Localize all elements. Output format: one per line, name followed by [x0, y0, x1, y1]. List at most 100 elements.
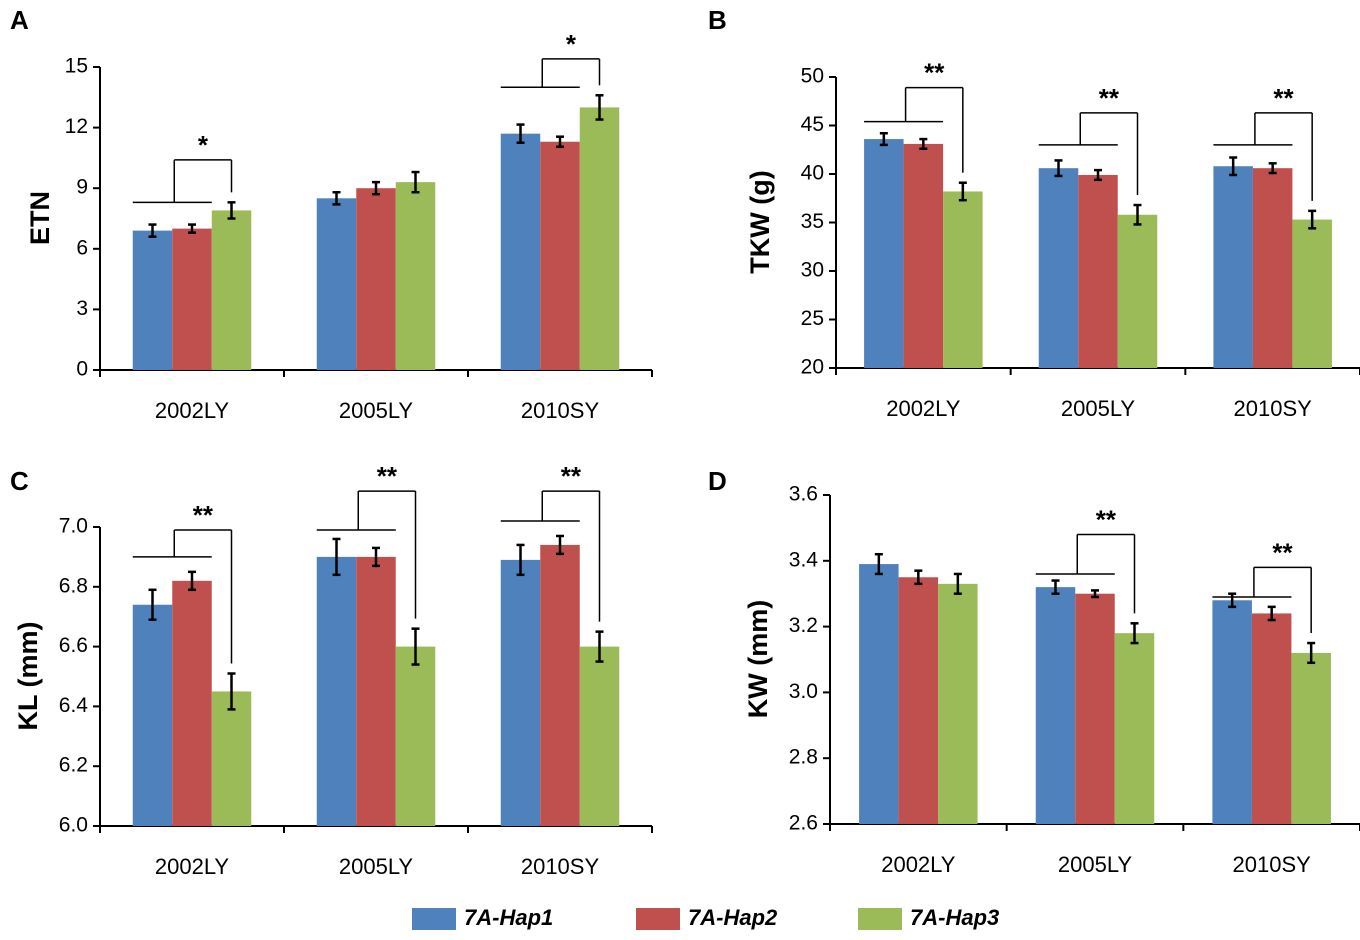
- bar-7a-hap1: [864, 139, 904, 368]
- x-category-label: 2002LY: [155, 854, 230, 879]
- error-bar: [595, 630, 604, 663]
- panel-d: D KW (mm) 2.6 2.8 3.0 3.2 3.4 3.6 2002LY 2005LY 20…: [708, 466, 1360, 877]
- y-tick-label: 25: [801, 307, 824, 330]
- x-category-label: 2010SY: [1233, 852, 1312, 877]
- error-bar: [188, 223, 196, 234]
- y-axis-label: TKW (g): [745, 170, 775, 273]
- significance-label: **: [1096, 504, 1117, 534]
- significance-bracket: [1212, 566, 1312, 634]
- error-bar: [919, 137, 928, 151]
- x-category-label: 2002LY: [155, 398, 230, 423]
- bar-7a-hap3: [579, 646, 620, 826]
- y-tick-label: 30: [801, 259, 824, 282]
- significance-bracket: [1035, 533, 1136, 614]
- error-bar: [227, 201, 236, 220]
- significance-bracket: [132, 159, 233, 204]
- error-bar: [516, 543, 525, 577]
- x-category-label: 2005LY: [339, 854, 414, 879]
- y-tick-label: 6.8: [59, 574, 88, 597]
- bar-7a-hap2: [172, 580, 212, 826]
- bar-7a-hap2: [1078, 174, 1118, 368]
- y-tick-label: 20: [801, 356, 824, 379]
- legend-item: 7A-Hap2: [636, 905, 778, 930]
- panel-letter: A: [10, 5, 29, 35]
- y-axis-label: KW (mm): [743, 600, 773, 718]
- x-category-label: 2005LY: [339, 398, 414, 423]
- error-bar: [516, 123, 525, 144]
- y-tick-label: 12: [65, 115, 88, 138]
- error-bar: [188, 570, 196, 592]
- bar-7a-hap1: [132, 230, 173, 370]
- y-tick-label: 6.4: [59, 694, 89, 717]
- significance-bracket: [500, 58, 601, 88]
- bar-7a-hap1: [1038, 168, 1079, 368]
- legend-item: 7A-Hap1: [412, 905, 553, 930]
- significance-label: **: [1273, 83, 1294, 113]
- bar-7a-hap2: [540, 544, 580, 826]
- legend-swatch: [858, 908, 902, 930]
- y-tick-label: 6: [76, 236, 88, 259]
- error-bar: [556, 534, 564, 556]
- error-bar: [372, 546, 380, 568]
- x-category-label: 2002LY: [886, 396, 961, 421]
- y-tick-label: 15: [65, 55, 88, 78]
- bar-7a-hap3: [395, 182, 436, 370]
- error-bar: [595, 94, 604, 121]
- y-tick-label: 3.0: [789, 680, 818, 703]
- error-bar: [227, 672, 236, 711]
- error-bar: [1051, 579, 1060, 595]
- bar-7a-hap2: [1252, 168, 1293, 368]
- bar-7a-hap3: [1292, 219, 1332, 368]
- error-bar: [953, 572, 962, 595]
- y-tick-label: 45: [801, 113, 824, 136]
- legend: 7A-Hap1 7A-Hap2 7A-Hap3: [412, 905, 999, 930]
- error-bar: [1267, 605, 1276, 622]
- legend-label: 7A-Hap2: [688, 905, 778, 930]
- error-bar: [874, 552, 883, 576]
- error-bar: [1130, 622, 1139, 645]
- bar-7a-hap3: [943, 191, 983, 368]
- error-bar: [1308, 209, 1317, 230]
- x-category-label: 2010SY: [521, 854, 600, 879]
- legend-item: 7A-Hap3: [858, 905, 999, 930]
- y-axis-label: KL (mm): [13, 621, 43, 730]
- significance-label: **: [561, 461, 582, 491]
- bar-7a-hap3: [211, 691, 252, 826]
- bar-7a-hap3: [1117, 214, 1158, 368]
- legend-label: 7A-Hap3: [910, 905, 999, 930]
- significance-bracket: [316, 490, 417, 619]
- bar-7a-hap2: [1075, 593, 1115, 824]
- y-tick-label: 6.6: [59, 634, 88, 657]
- panel-c: C KL (mm) 6.0 6.2 6.4 6.6 6.8 7.0 2002LY 2005LY 20…: [10, 461, 653, 879]
- y-tick-label: 0: [76, 358, 88, 381]
- panel-letter: B: [708, 5, 727, 35]
- error-bar: [1228, 592, 1237, 609]
- y-tick-label: 3.4: [789, 548, 819, 571]
- legend-label: 7A-Hap1: [464, 905, 553, 930]
- error-bar: [148, 588, 157, 621]
- error-bar: [958, 181, 967, 202]
- significance-label: **: [193, 500, 214, 530]
- error-bar: [1094, 168, 1102, 182]
- y-tick-label: 7.0: [59, 515, 88, 538]
- error-bar: [1307, 641, 1316, 665]
- y-tick-label: 50: [801, 65, 824, 88]
- bar-7a-hap2: [898, 577, 939, 824]
- error-bar: [1054, 159, 1063, 178]
- significance-bracket: [1038, 112, 1139, 196]
- error-bar: [372, 180, 380, 196]
- bar-7a-hap2: [356, 188, 396, 370]
- x-category-label: 2005LY: [1058, 852, 1133, 877]
- significance-label: **: [1272, 537, 1293, 567]
- x-category-label: 2010SY: [1234, 396, 1313, 421]
- bar-7a-hap1: [859, 564, 899, 824]
- bar-7a-hap3: [938, 583, 978, 824]
- y-tick-label: 3: [76, 297, 88, 320]
- y-tick-label: 9: [76, 176, 88, 199]
- y-tick-label: 2.6: [789, 812, 818, 835]
- bar-7a-hap3: [1291, 652, 1331, 824]
- error-bar: [556, 135, 564, 149]
- significance-bracket: [1213, 112, 1313, 201]
- x-category-label: 2005LY: [1061, 396, 1136, 421]
